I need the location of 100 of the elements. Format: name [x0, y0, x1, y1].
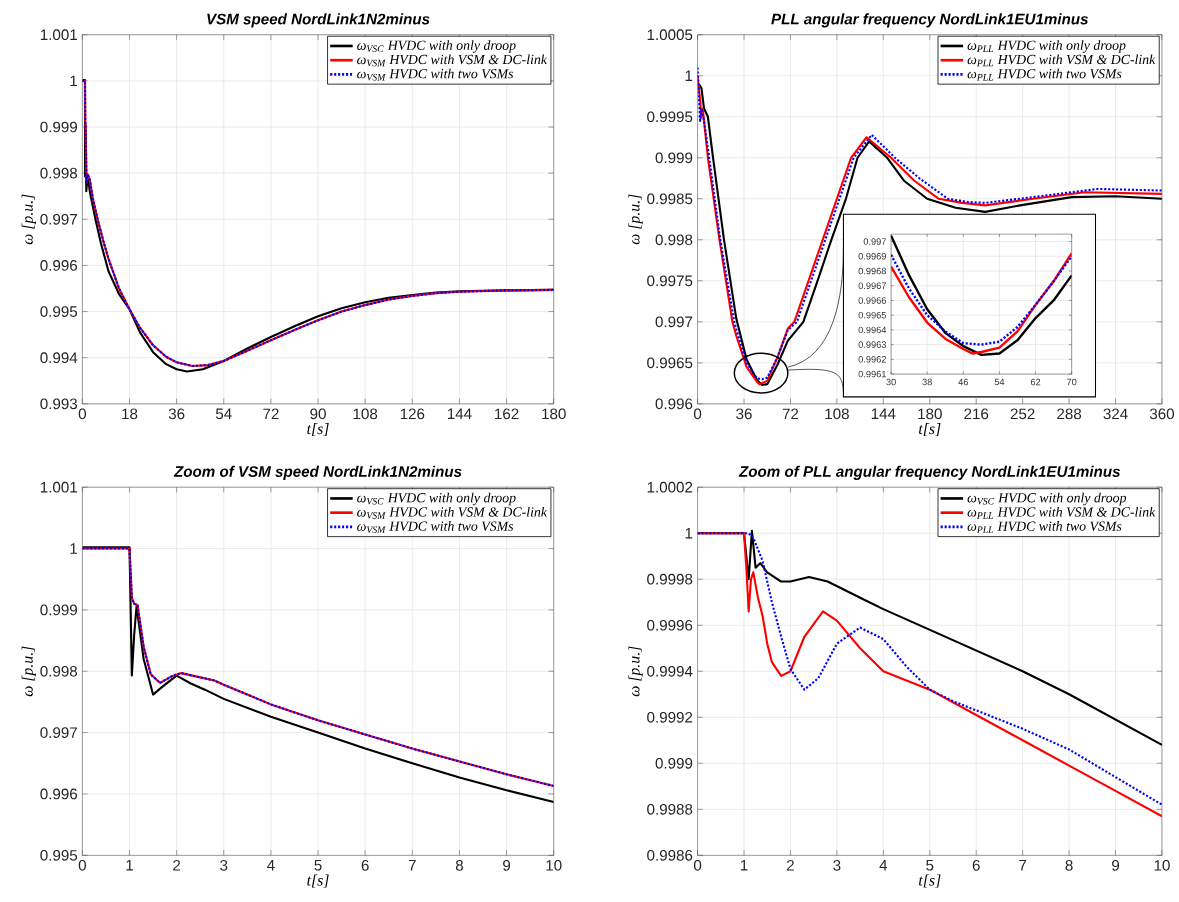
- x-tick-label: 0: [78, 408, 86, 420]
- y-tick-label: 0.997: [40, 727, 77, 738]
- x-tick-label: 7: [1019, 860, 1027, 871]
- x-axis-title: t[s]: [307, 874, 329, 888]
- y-tick-label: 0.9995: [647, 111, 693, 123]
- y-axis-title: ω [p.u.]: [628, 646, 643, 697]
- chart-title: VSM speed NordLink1N2minus: [207, 13, 430, 28]
- x-tick-label: 180: [918, 408, 942, 420]
- x-tick-label: 10: [546, 860, 562, 871]
- x-tick-label: 144: [447, 408, 472, 419]
- x-tick-label: 38: [922, 378, 932, 386]
- x-tick-label: 46: [958, 378, 969, 386]
- y-tick-label: 0.999: [655, 152, 693, 164]
- y-tick-label: 0.9975: [647, 275, 693, 287]
- y-tick-label: 0.999: [40, 604, 77, 616]
- y-tick-label: 0.9965: [647, 357, 693, 369]
- y-tick-label: 0.996: [40, 260, 78, 271]
- x-tick-label: 4: [879, 860, 888, 871]
- y-axis-title: ω [p.u.]: [21, 646, 36, 697]
- y-tick-label: 0.9998: [647, 573, 693, 585]
- x-tick-label: 6: [972, 860, 980, 871]
- y-tick-label: 0.9965: [858, 311, 887, 319]
- y-tick-label: 0.996: [40, 788, 78, 800]
- y-tick-label: 0.999: [40, 121, 77, 133]
- x-tick-label: 126: [400, 408, 425, 420]
- x-tick-label: 144: [871, 408, 896, 419]
- x-tick-label: 162: [495, 408, 519, 420]
- x-tick-label: 70: [1067, 378, 1077, 386]
- y-tick-label: 1: [685, 70, 693, 81]
- x-tick-label: 216: [964, 408, 989, 420]
- y-tick-label: 1: [70, 75, 77, 87]
- legend-label: ω$_{PLL}$ HVDC with only droop: [967, 40, 1126, 53]
- x-tick-label: 54: [215, 408, 232, 420]
- legend-label: ω$_{VSC}$ HVDC with only droop: [967, 492, 1127, 506]
- x-tick-label: 9: [1112, 860, 1120, 871]
- y-tick-label: 0.9963: [858, 341, 886, 348]
- y-tick-label: 0.998: [40, 167, 78, 179]
- legend-label: ω$_{VSM}$ HVDC with VSM & DC-link: [357, 506, 548, 519]
- chart-title: Zoom of PLL angular frequency NordLink1EU1minus: [738, 465, 1121, 480]
- y-tick-label: 0.999: [655, 757, 693, 769]
- x-tick-label: 2: [787, 860, 794, 871]
- x-tick-label: 90: [310, 408, 326, 420]
- legend-label: ω$_{VSM}$ HVDC with two VSMs: [357, 521, 514, 534]
- y-tick-label: 0.9966: [858, 297, 886, 304]
- legend-label: ω$_{PLL}$ HVDC with VSM & DC-link: [967, 54, 1156, 67]
- y-tick-label: 0.995: [40, 849, 78, 861]
- chart-title: Zoom of VSM speed NordLink1N2minus: [173, 465, 462, 480]
- x-tick-label: 3: [833, 860, 841, 871]
- y-tick-label: 1.0002: [647, 481, 693, 493]
- y-axis-title: ω [p.u.]: [21, 194, 36, 245]
- chart-title: PLL angular frequency NordLink1EU1minus: [771, 13, 1089, 28]
- y-tick-label: 0.998: [655, 234, 693, 246]
- y-tick-label: 0.9985: [647, 193, 693, 205]
- y-tick-label: 0.9992: [647, 711, 693, 723]
- x-tick-label: 9: [503, 860, 511, 871]
- x-axis-title: t[s]: [307, 423, 329, 437]
- legend-label: ω$_{VSC}$ HVDC with only droop: [357, 40, 516, 53]
- x-tick-label: 18: [122, 408, 138, 420]
- x-tick-label: 252: [1010, 408, 1035, 420]
- x-tick-label: 108: [353, 408, 378, 420]
- x-axis-title: t[s]: [919, 874, 941, 888]
- y-tick-label: 0.9969: [858, 253, 886, 260]
- y-tick-label: 0.995: [40, 306, 78, 317]
- x-tick-label: 180: [542, 408, 566, 420]
- x-tick-label: 3: [220, 860, 228, 871]
- y-tick-label: 0.996: [655, 398, 693, 410]
- y-tick-label: 0.9996: [647, 619, 693, 631]
- x-axis-title: t[s]: [919, 423, 941, 437]
- x-tick-label: 1: [126, 860, 133, 871]
- legend-label: ω$_{PLL}$ HVDC with two VSMs: [967, 68, 1122, 81]
- x-tick-label: 0: [78, 860, 86, 871]
- y-tick-label: 1: [70, 543, 77, 554]
- y-tick-label: 1.0005: [647, 29, 693, 41]
- y-axis-title: ω [p.u.]: [628, 194, 643, 245]
- x-tick-label: 5: [926, 860, 934, 871]
- y-tick-label: 1.001: [40, 481, 77, 493]
- x-tick-label: 288: [1057, 408, 1082, 420]
- x-tick-label: 4: [267, 860, 275, 871]
- x-tick-label: 0: [693, 408, 702, 420]
- x-tick-label: 36: [736, 408, 752, 420]
- legend-label: ω$_{PLL}$ HVDC with two VSMs: [967, 521, 1122, 533]
- y-tick-label: 1.001: [40, 29, 77, 41]
- x-tick-label: 72: [263, 408, 279, 420]
- y-tick-label: 0.997: [40, 213, 77, 225]
- x-tick-label: 7: [408, 860, 416, 871]
- legend-label: ω$_{VSC}$ HVDC with only droop: [357, 492, 516, 506]
- x-tick-label: 0: [693, 860, 702, 871]
- x-tick-label: 72: [782, 408, 799, 420]
- legend-label: ω$_{PLL}$ HVDC with VSM & DC-link: [967, 506, 1156, 519]
- y-tick-label: 1: [685, 528, 693, 539]
- x-tick-label: 324: [1103, 408, 1128, 420]
- x-tick-label: 6: [361, 860, 369, 871]
- y-tick-label: 0.9962: [858, 356, 886, 363]
- y-tick-label: 0.9968: [858, 267, 887, 275]
- x-tick-label: 8: [455, 860, 463, 871]
- y-tick-label: 0.9964: [858, 326, 887, 334]
- y-tick-label: 0.998: [40, 665, 78, 677]
- y-tick-label: 0.9986: [647, 849, 693, 861]
- y-tick-label: 0.9967: [858, 282, 886, 289]
- y-tick-label: 0.9961: [858, 370, 886, 378]
